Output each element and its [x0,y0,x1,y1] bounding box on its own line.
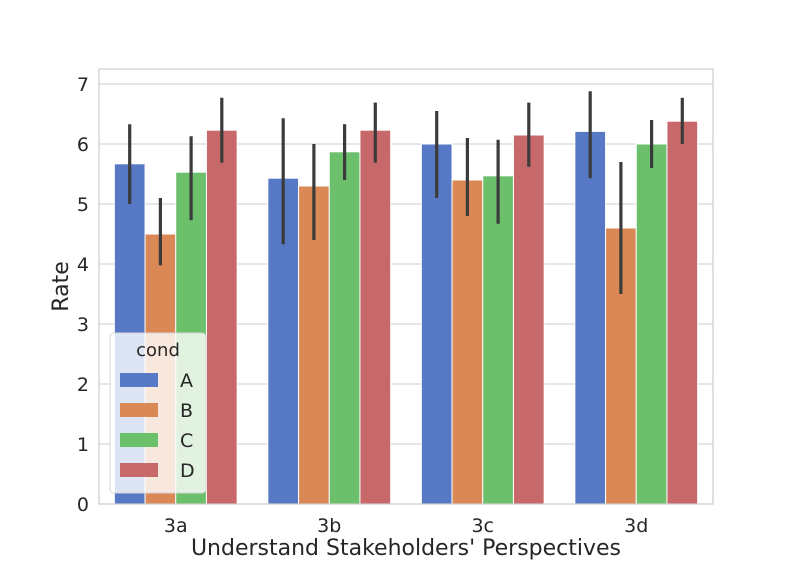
y-tick-label: 1 [77,434,89,456]
bar [482,175,514,505]
error-bars [128,91,684,294]
legend-swatch [120,463,158,477]
y-tick-label: 6 [77,134,89,156]
y-tick-label: 7 [77,74,89,96]
y-tick-label: 5 [77,194,89,216]
legend-swatch [120,373,158,387]
x-tick-label: 3b [317,515,341,537]
legend-swatch [120,433,158,447]
y-tick-label: 3 [77,314,89,336]
bar [574,130,607,505]
legend-label: D [180,460,195,482]
plot-frame [98,68,714,505]
bar [328,151,361,505]
legend-label: A [180,370,193,392]
x-tick-label: 3d [624,515,648,537]
y-tick-label: 2 [77,374,89,396]
legend-swatch [120,403,158,417]
bar [666,120,699,505]
bar [635,143,668,505]
legend-label: B [180,400,193,422]
x-tick-labels: 3a 3b 3c 3d [164,515,648,537]
legend-label: C [180,430,193,452]
bar [451,179,484,505]
y-axis-label: Rate [49,261,74,311]
bar [512,134,545,505]
bar [205,129,238,505]
y-tick-label: 0 [77,494,89,516]
x-tick-label: 3a [164,515,188,537]
x-axis-label: Understand Stakeholders' Perspectives [191,536,621,561]
y-tick-label: 4 [77,254,89,276]
legend-title: cond [136,340,180,361]
y-tick-labels: 0 1 2 3 4 5 6 7 [77,74,89,516]
x-tick-label: 3c [471,515,494,537]
bar [359,129,392,505]
